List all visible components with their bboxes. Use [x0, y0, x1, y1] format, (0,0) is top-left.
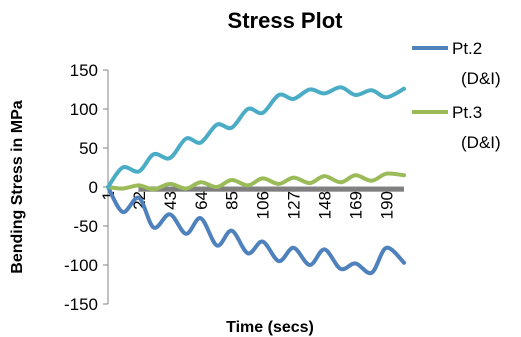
x-tick-label: 127 — [285, 191, 304, 219]
y-tick-label: -50 — [73, 217, 98, 236]
x-tick-label: 190 — [377, 191, 396, 219]
y-tick-label: 100 — [70, 100, 98, 119]
legend-item-pt3-label: Pt.3 (D&I) — [452, 103, 501, 152]
x-axis: 1 22 43 64 85 106 127 148 169 190 — [99, 186, 404, 219]
legend: Pt.2 (D&I) Pt.3 (D&I) — [412, 39, 501, 152]
y-tick-label: 0 — [89, 178, 98, 197]
x-tick-label: 64 — [192, 191, 211, 210]
x-tick-label: 169 — [346, 191, 365, 219]
y-tick-label: 150 — [70, 61, 98, 80]
baseline-band — [138, 187, 405, 192]
y-tick-label: -100 — [64, 256, 98, 275]
y-tick-label: 50 — [79, 139, 98, 158]
series-unlabeled-line — [106, 85, 406, 189]
chart-title: Stress Plot — [228, 8, 344, 33]
y-axis: 150 100 50 0 -50 -100 -150 — [64, 61, 109, 314]
x-axis-title: Time (secs) — [226, 319, 314, 336]
x-tick-label: 1 — [99, 191, 118, 200]
x-tick-label: 106 — [254, 191, 273, 219]
x-tick-label: 85 — [223, 191, 242, 210]
series-lines — [106, 85, 406, 276]
y-tick-label: -150 — [64, 295, 98, 314]
series-pt2-line — [106, 185, 406, 276]
y-axis-title: Bending Stress in MPa — [9, 100, 26, 273]
x-tick-label: 148 — [315, 191, 334, 219]
legend-item-pt2-label: Pt.2 (D&I) — [452, 39, 501, 88]
x-tick-label: 43 — [161, 191, 180, 210]
baseline-band-rect — [138, 187, 405, 192]
series-pt3-line — [106, 171, 406, 192]
